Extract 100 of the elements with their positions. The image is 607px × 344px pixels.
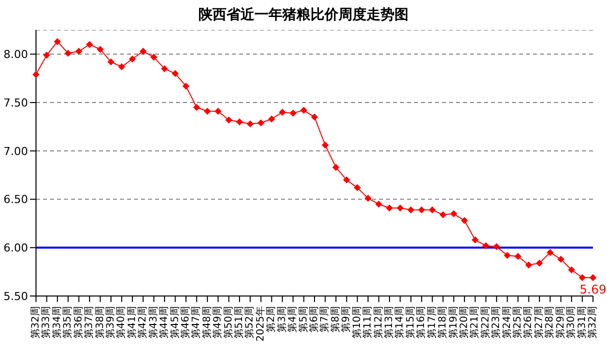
- x-tick-label: 第19周: [447, 306, 460, 339]
- y-tick-label: 7.00: [4, 144, 28, 158]
- x-tick-label: 第42周: [136, 306, 149, 339]
- point: [236, 118, 244, 126]
- x-tick-label: 第3周: [276, 306, 288, 332]
- x-tick-label: 第31周: [576, 306, 588, 339]
- x-tick-label: 第37周: [83, 306, 96, 339]
- point: [546, 248, 554, 256]
- point: [525, 262, 532, 269]
- point: [440, 211, 447, 218]
- x-tick-label: 第36周: [72, 306, 84, 339]
- x-tick-label: 第44周: [158, 306, 170, 339]
- point: [504, 252, 511, 259]
- y-tick-label: 6.50: [4, 193, 28, 206]
- point: [86, 41, 94, 48]
- y-tick-label: 6.00: [4, 242, 28, 255]
- point: [32, 70, 40, 78]
- x-tick-label: 第18周: [436, 306, 449, 339]
- x-tick-label: 第20周: [458, 306, 470, 339]
- point: [568, 266, 576, 274]
- x-tick-label: 第11周: [362, 306, 374, 339]
- point: [193, 104, 200, 111]
- point: [590, 274, 596, 282]
- x-tick-label: 第23周: [490, 306, 502, 339]
- x-tick-label: 第45周: [168, 306, 181, 339]
- point: [428, 206, 436, 214]
- point: [118, 63, 126, 70]
- y-tick-label: 8.00: [4, 48, 28, 62]
- point: [375, 200, 382, 208]
- x-tick-label: 第34周: [50, 306, 63, 339]
- point: [268, 115, 276, 122]
- point: [557, 256, 564, 263]
- point: [246, 120, 254, 128]
- point: [140, 48, 147, 55]
- x-tick-label: 第8周: [329, 306, 342, 332]
- y-tick-label: 7.50: [4, 96, 28, 110]
- point: [311, 114, 318, 121]
- point: [150, 54, 158, 61]
- point: [332, 164, 340, 171]
- point: [128, 56, 136, 63]
- point: [386, 204, 393, 212]
- x-tick-label: 第49周: [212, 306, 224, 339]
- point: [343, 176, 350, 184]
- x-tick-label: 第50周: [222, 306, 234, 339]
- x-tick-label: 第46周: [179, 306, 192, 339]
- x-tick-label: 第30周: [565, 306, 578, 339]
- point: [300, 106, 308, 114]
- y-tick-label: 5.50: [4, 290, 28, 303]
- point: [257, 119, 264, 126]
- x-tick-label: 第51周: [233, 306, 246, 339]
- x-tick-label: 第13周: [382, 306, 395, 339]
- x-tick-label: 第33周: [40, 306, 52, 339]
- x-tick-label: 第14周: [394, 306, 406, 339]
- point: [290, 110, 297, 117]
- data-label: 5.69: [580, 282, 606, 297]
- x-tick-label: 第21周: [468, 306, 481, 339]
- point: [472, 236, 479, 244]
- point: [396, 204, 404, 212]
- x-tick-label: 第25周: [512, 306, 524, 339]
- point: [96, 46, 104, 53]
- point: [354, 184, 361, 192]
- point: [225, 116, 232, 124]
- x-tick-label: 第22周: [479, 306, 492, 339]
- point: [204, 108, 211, 115]
- x-tick-label: 第26周: [522, 306, 534, 339]
- point: [161, 65, 168, 72]
- x-tick-label: 第39周: [104, 306, 116, 339]
- x-tick-label: 第48周: [200, 306, 213, 339]
- point: [214, 108, 222, 115]
- x-tick-label: 第6周: [308, 306, 320, 332]
- x-tick-label: 第32周: [586, 306, 598, 339]
- x-tick-label: 第38周: [94, 306, 106, 339]
- x-tick-label: 第29周: [554, 306, 566, 339]
- x-tick-label: 第9周: [340, 306, 352, 332]
- x-tick-label: 第24周: [500, 306, 513, 339]
- x-tick-label: 第43周: [147, 306, 160, 339]
- point: [407, 206, 414, 214]
- x-tick-label: 第5周: [297, 306, 310, 332]
- point: [493, 243, 500, 250]
- x-tick-label: 第52周: [244, 306, 256, 339]
- point: [460, 217, 468, 224]
- point: [450, 210, 458, 218]
- x-tick-label: 第40周: [115, 306, 128, 339]
- point: [43, 52, 50, 59]
- point: [64, 50, 72, 57]
- point: [278, 108, 286, 116]
- x-tick-label: 第28周: [544, 306, 556, 339]
- x-tick-label: 第47周: [190, 306, 202, 339]
- x-tick-label: 第2周: [265, 306, 278, 332]
- x-tick-label: 2025年: [254, 306, 266, 342]
- point: [75, 48, 82, 55]
- point: [54, 38, 61, 46]
- x-tick-label: 第35周: [62, 306, 74, 339]
- chart-title: 陕西省近一年猪粮比价周度走势图: [198, 6, 410, 25]
- x-tick-label: 第17周: [426, 306, 438, 339]
- point: [364, 194, 372, 202]
- point: [322, 142, 329, 149]
- x-tick-label: 第10周: [350, 306, 363, 339]
- x-tick-label: 第7周: [318, 306, 331, 332]
- x-tick-label: 第16周: [415, 306, 428, 339]
